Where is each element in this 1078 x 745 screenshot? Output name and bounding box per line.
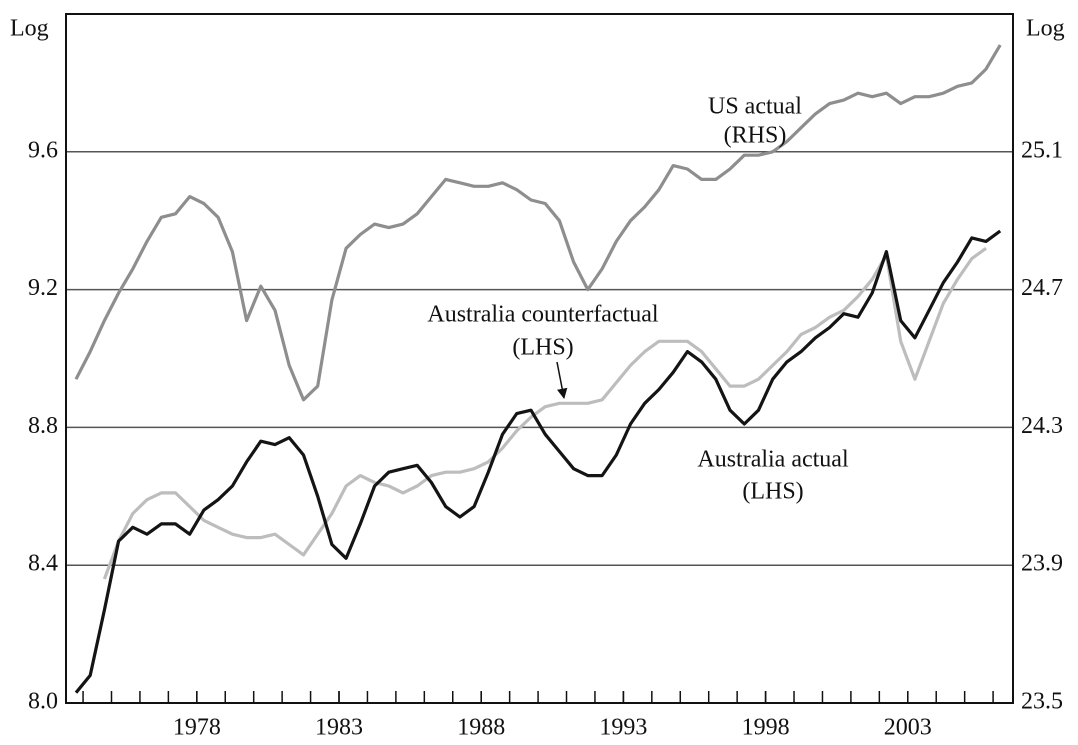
y-axis-label: Log: [10, 16, 49, 42]
series-line: [74, 229, 1002, 694]
x-tick-label: 1998: [742, 715, 790, 741]
y2-tick-label: 24.7: [1021, 275, 1063, 301]
x-tick-label: 1988: [457, 715, 505, 741]
series-label: Australia actual: [697, 447, 849, 473]
series-line: [102, 247, 987, 580]
y2-axis-label: Log: [1026, 16, 1065, 42]
y-tick-label: 9.2: [28, 275, 58, 301]
plot-frame: [65, 13, 1014, 704]
y-tick-label: 8.4: [28, 551, 58, 577]
x-tick-label: 2003: [884, 715, 932, 741]
y2-tick-label: 23.5: [1021, 689, 1063, 715]
series-side-label: (RHS): [724, 123, 787, 149]
x-tick-label: 1978: [173, 715, 221, 741]
series-side-label: (LHS): [512, 335, 573, 361]
lines: [74, 44, 1002, 694]
y-tick-label: 9.6: [28, 137, 58, 163]
y2-tick-label: 23.9: [1021, 551, 1063, 577]
y2-tick-label: 25.1: [1021, 137, 1063, 163]
y-tick-label: 8.0: [28, 689, 58, 715]
y2-tick-label: 24.3: [1021, 413, 1063, 439]
series-line: [74, 44, 1002, 402]
x-tick-label: 1983: [315, 715, 363, 741]
annotation-arrow: [556, 361, 568, 400]
y-tick-label: 8.8: [28, 413, 58, 439]
series-label: Australia counterfactual: [427, 302, 659, 328]
series-label: US actual: [708, 94, 802, 120]
series-side-label: (LHS): [742, 479, 803, 505]
x-tick-label: 1993: [599, 715, 647, 741]
